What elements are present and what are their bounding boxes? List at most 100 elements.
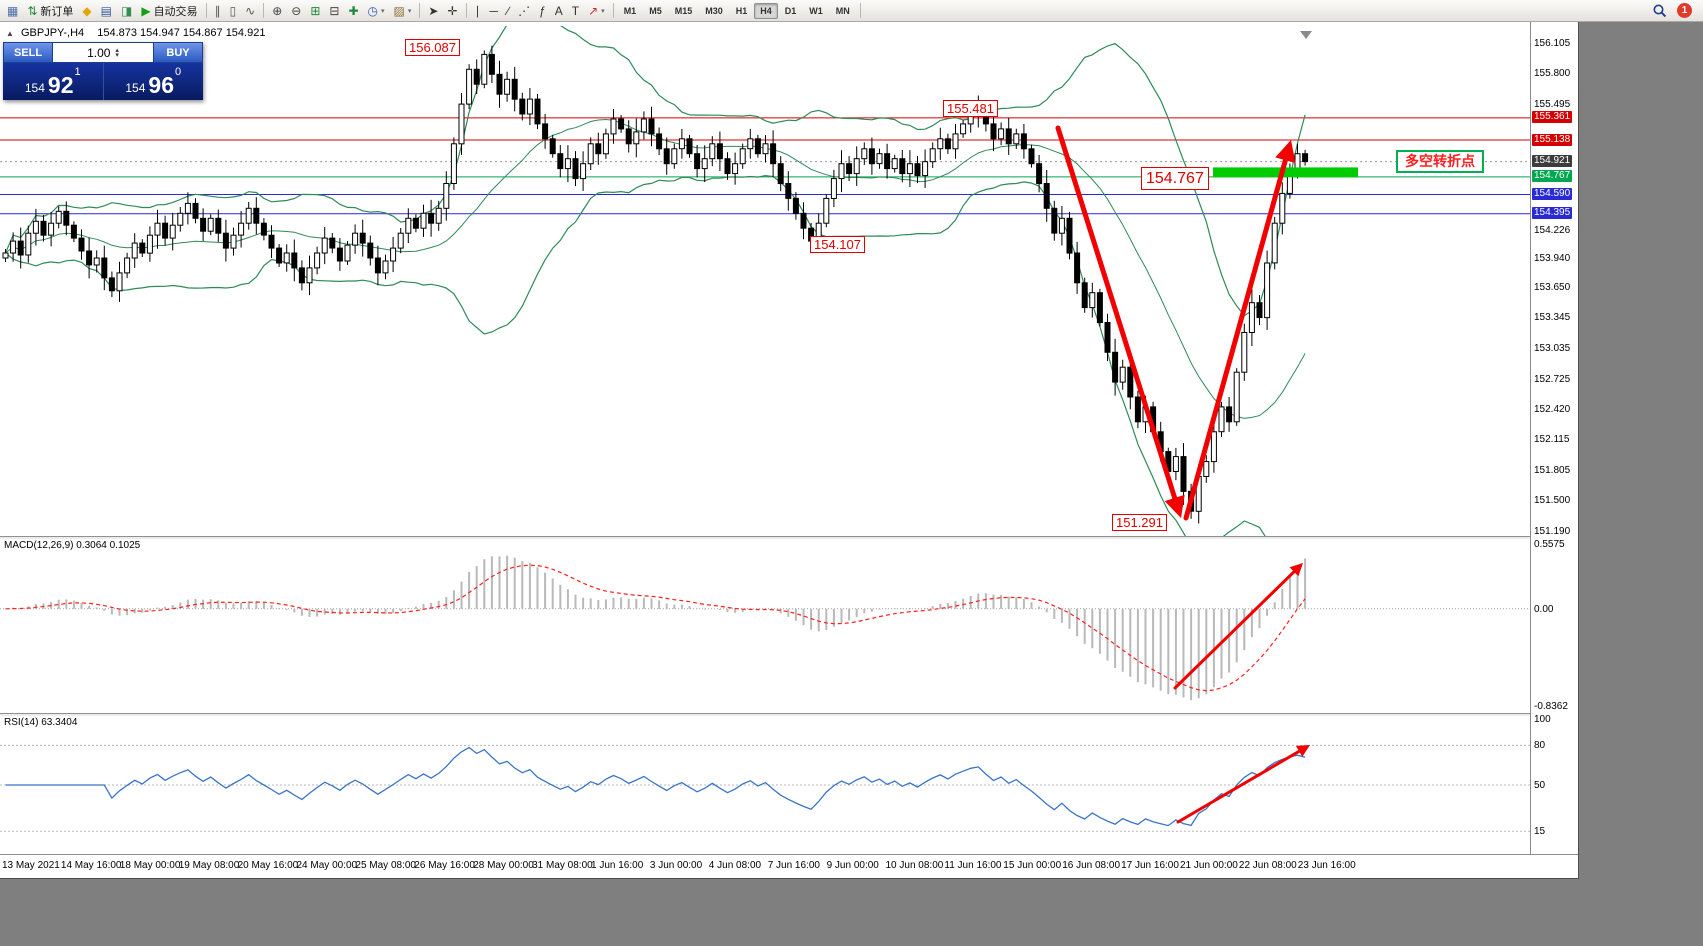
macd-panel-separator[interactable] — [0, 536, 1530, 539]
candle — [792, 192, 799, 220]
time-axis-label: 15 Jun 00:00 — [1003, 860, 1062, 871]
indicators-button[interactable]: ✚ — [344, 1, 362, 21]
tile-windows-icon: ⊞ — [310, 3, 321, 18]
candle — [1271, 216, 1278, 270]
macd-panel[interactable] — [0, 538, 1530, 712]
candle — [101, 245, 108, 291]
templates-dropdown[interactable]: ▨ ▾ — [390, 1, 416, 21]
trend-arrow[interactable] — [1173, 570, 1296, 690]
sell-price[interactable]: 154 92 1 — [3, 63, 103, 100]
timeframe-button-H1[interactable]: H1 — [735, 5, 748, 16]
candle — [580, 151, 587, 191]
terminal-icon: ◨ — [120, 3, 133, 18]
rsi-panel-separator[interactable] — [0, 713, 1530, 716]
zoom-in-button[interactable]: ⊕ — [268, 1, 286, 21]
rsi-canvas[interactable] — [0, 715, 1530, 853]
time-axis-label: 9 Jun 00:00 — [826, 860, 879, 871]
terminal-button[interactable]: ◨ — [117, 1, 136, 21]
candle — [1013, 128, 1020, 149]
timeframe-button-MN[interactable]: MN — [835, 5, 850, 16]
trendline-button[interactable]: ∕ — [503, 1, 513, 21]
candle — [587, 137, 594, 170]
text-button[interactable]: A — [551, 1, 567, 21]
channel-button[interactable]: ⋰ — [514, 1, 534, 21]
tile-windows-button[interactable]: ⊞ — [306, 1, 324, 21]
main-chart-area[interactable]: 156.087 155.481 154.767 154.107 151.291 多空转折点 — [0, 26, 1530, 536]
time-axis-label: 16 Jun 08:00 — [1062, 860, 1121, 871]
time-axis-label: 21 Jun 00:00 — [1180, 860, 1238, 871]
zoom-out-button[interactable]: ⊖ — [287, 1, 305, 21]
timeframe-button-D1[interactable]: D1 — [784, 5, 797, 16]
arrows-tool-dropdown[interactable]: ↗ ▾ — [584, 1, 609, 21]
autotrading-icon: ▶ — [141, 3, 151, 18]
price-callout[interactable]: 154.107 — [810, 236, 865, 253]
horizontal-line-button[interactable]: ─ — [486, 1, 503, 21]
vertical-line-button[interactable]: ∣ — [471, 1, 485, 21]
macd-axis-label: -0.8362 — [1534, 701, 1568, 712]
volume-spinner[interactable]: ▴ ▾ — [115, 46, 119, 59]
timeframe-button-M15[interactable]: M15 — [674, 5, 693, 16]
candle — [1096, 288, 1103, 327]
time-axis-label: 28 May 00:00 — [473, 860, 534, 871]
trade-panel-divider — [102, 63, 104, 100]
macd-axis-label: 0.00 — [1534, 603, 1554, 615]
price-callout[interactable]: 151.291 — [1112, 514, 1167, 531]
caret-down-icon: ▾ — [601, 7, 605, 15]
sell-button[interactable]: SELL — [3, 42, 53, 63]
candlestick-chart-button[interactable]: ▯ — [226, 1, 241, 21]
toolbar-separator — [419, 3, 421, 18]
candle — [640, 111, 647, 140]
fibonacci-button[interactable]: ƒ — [535, 1, 550, 21]
candle — [1036, 154, 1043, 193]
price-callout[interactable]: 156.087 — [405, 39, 460, 56]
candle — [116, 261, 123, 302]
new-order-button[interactable]: ⇅ 新订单 — [23, 1, 77, 21]
candle — [830, 169, 837, 208]
main-chart-canvas[interactable] — [0, 26, 1530, 536]
candle — [846, 156, 853, 182]
trend-arrow[interactable] — [1183, 157, 1288, 521]
trend-arrow[interactable] — [1176, 749, 1301, 824]
buy-price[interactable]: 154 96 0 — [104, 63, 204, 100]
new-chart-button[interactable]: ▦ — [3, 1, 22, 21]
line-chart-button[interactable]: ∿ — [241, 1, 259, 21]
arrange-windows-button[interactable]: ⊟ — [325, 1, 343, 21]
trend-arrow[interactable] — [1055, 125, 1178, 501]
rsi-panel[interactable] — [0, 715, 1530, 853]
label-button[interactable]: T — [568, 1, 583, 21]
candle — [1005, 117, 1012, 155]
cursor-button[interactable]: ➤ — [424, 1, 442, 21]
thick-support-line[interactable] — [1213, 167, 1358, 178]
time-axis[interactable]: 13 May 2021 14 May 16:00 18 May 00:00 19 Ma… — [0, 854, 1578, 878]
spinner-up-icon[interactable]: ▴ — [115, 46, 119, 54]
volume-value[interactable]: 1.00 — [87, 45, 111, 60]
bar-chart-button[interactable]: ∥ — [211, 1, 225, 21]
timeframe-button-M30[interactable]: M30 — [705, 5, 723, 16]
price-axis[interactable]: 156.105 155.800 155.495 154.226 153.940 153.6… — [1530, 22, 1578, 854]
price-callout[interactable]: 155.481 — [943, 100, 998, 117]
price-callout[interactable]: 154.767 — [1141, 167, 1209, 190]
time-axis-label: 10 Jun 08:00 — [885, 860, 944, 871]
notification-badge[interactable]: 1 — [1677, 3, 1692, 18]
chart-window[interactable]: ▲ GBPJPY-,H4 154.873 154.947 154.867 154… — [0, 22, 1579, 879]
crosshair-button[interactable]: ✛ — [443, 1, 461, 21]
timeframe-button-W1[interactable]: W1 — [809, 5, 823, 16]
timeframe-button-M1[interactable]: M1 — [623, 5, 637, 16]
buy-button[interactable]: BUY — [153, 42, 203, 63]
search-button[interactable] — [1648, 1, 1672, 21]
periods-dropdown[interactable]: ◷ ▾ — [364, 1, 389, 21]
timeframe-button-H4[interactable]: H4 — [754, 2, 778, 19]
turning-point-annotation[interactable]: 多空转折点 — [1396, 150, 1484, 173]
timeframe-button-M5[interactable]: M5 — [649, 5, 662, 16]
candle — [1264, 250, 1271, 330]
metaeditor-icon: ◆ — [82, 3, 92, 18]
spinner-down-icon[interactable]: ▾ — [115, 51, 119, 59]
candle — [625, 120, 632, 153]
autotrading-button[interactable]: ▶ 自动交易 — [137, 1, 201, 21]
line-price-label: 154.590 — [1532, 187, 1573, 200]
market-watch-button[interactable]: ▤ — [97, 1, 116, 21]
metaeditor-button[interactable]: ◆ — [78, 1, 95, 21]
volume-field[interactable]: 1.00 ▴ ▾ — [53, 42, 153, 63]
chart-collapse-icon[interactable]: ▲ — [6, 29, 14, 38]
macd-canvas[interactable] — [0, 538, 1530, 712]
